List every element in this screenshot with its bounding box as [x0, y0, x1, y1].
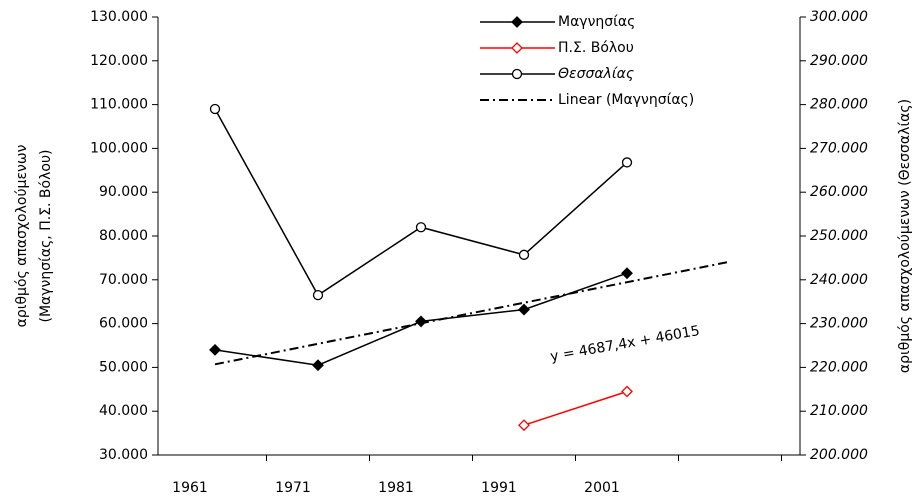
y2-tick-label: 200.000 — [810, 447, 868, 463]
y2-tick-label: 290.000 — [810, 53, 868, 69]
point — [621, 267, 633, 280]
y2-axis-label: αριθμός απασχολούμενων (Θεσσαλίας) — [897, 99, 913, 373]
point — [621, 157, 633, 168]
y2-tick-label: 300.000 — [810, 9, 868, 25]
x-tick-label: 1991 — [481, 480, 517, 496]
y-tick-label: 80.000 — [99, 228, 148, 244]
legend-label: Π.Σ. Βόλου — [558, 40, 634, 56]
y-tick-label: 130.000 — [90, 9, 148, 25]
point — [312, 359, 324, 372]
y2-tick-label: 270.000 — [810, 140, 868, 156]
point — [209, 103, 221, 115]
y2-tick-label: 260.000 — [810, 184, 868, 200]
x-tick-label: 1971 — [275, 480, 311, 496]
y2-tick-label: 220.000 — [810, 359, 868, 375]
y2-tick-label: 250.000 — [810, 228, 868, 244]
y2-tick-label: 210.000 — [810, 403, 868, 419]
legend-marker — [511, 42, 523, 54]
x-tick-label: 1981 — [378, 480, 414, 496]
legend-label: Linear (Μαγνησίας) — [558, 92, 694, 108]
y-tick-label: 120.000 — [90, 53, 148, 69]
legend-label: Θεσσαλίας — [558, 66, 634, 82]
x-tick-label: 1961 — [172, 480, 208, 496]
point — [209, 343, 221, 356]
point — [518, 249, 530, 260]
y2-tick-label: 240.000 — [810, 272, 868, 288]
x-tick-label: 2001 — [584, 480, 620, 496]
y2-tick-label: 280.000 — [810, 97, 868, 113]
series-line — [214, 108, 628, 297]
y-tick-label: 30.000 — [99, 447, 148, 463]
y-tick-label: 40.000 — [99, 403, 148, 419]
y-tick-label: 90.000 — [99, 184, 148, 200]
y-tick-label: 70.000 — [99, 272, 148, 288]
annotation: y = 4687,4x + 46015 — [549, 323, 701, 365]
y-tick-label: 50.000 — [99, 359, 148, 375]
legend-marker — [511, 16, 523, 28]
series-line — [523, 390, 628, 426]
legend-label: Μαγνησίας — [558, 14, 635, 30]
trendline — [214, 260, 731, 366]
y-tick-label: 100.000 — [90, 140, 148, 156]
y-axis-label: (Μαγνησίας, Π.Σ. Βόλου) — [38, 149, 54, 322]
point — [621, 385, 633, 398]
y-tick-label: 60.000 — [99, 316, 148, 332]
point — [415, 222, 427, 233]
point — [518, 303, 530, 316]
y2-tick-label: 230.000 — [810, 316, 868, 332]
legend-marker — [511, 68, 523, 80]
point — [415, 315, 427, 328]
point — [518, 419, 530, 432]
y-tick-label: 110.000 — [90, 97, 148, 113]
y-axis-label: αριθμός απασχολούμενων — [14, 144, 30, 327]
point — [312, 289, 324, 301]
